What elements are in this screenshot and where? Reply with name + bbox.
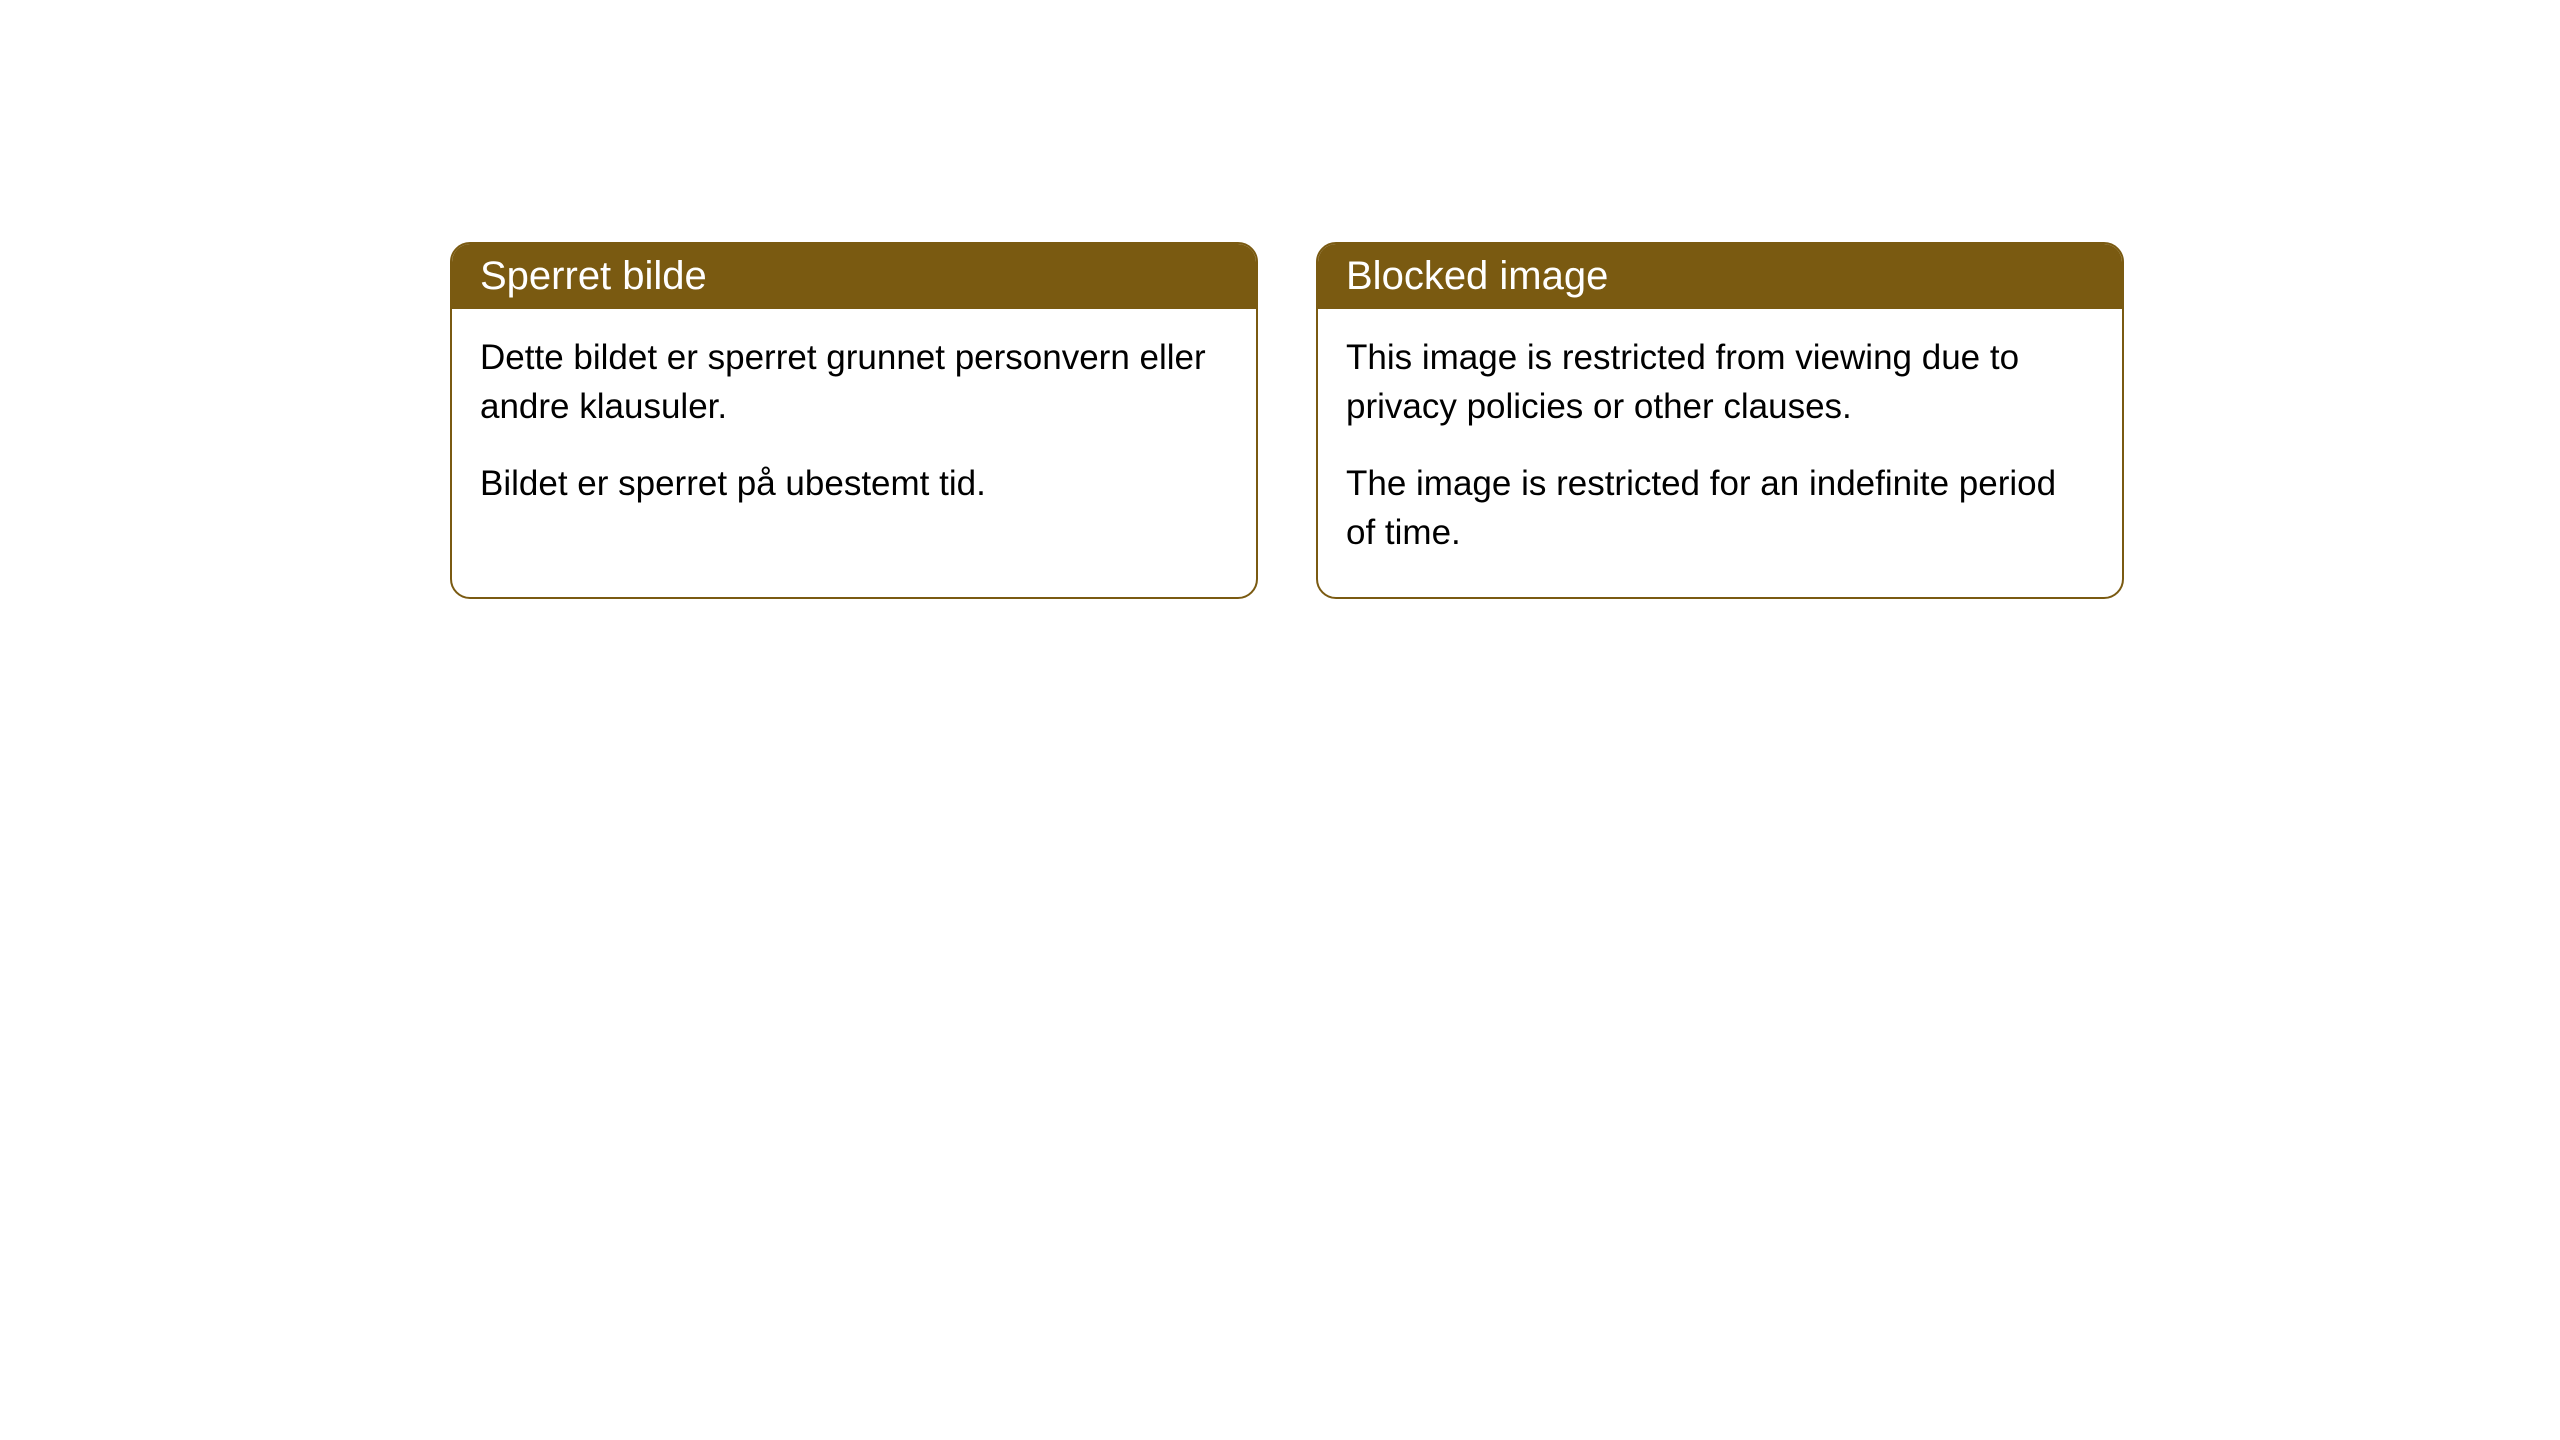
card-header: Sperret bilde — [452, 244, 1256, 309]
notice-card-norwegian: Sperret bilde Dette bildet er sperret gr… — [450, 242, 1258, 599]
card-header: Blocked image — [1318, 244, 2122, 309]
notice-container: Sperret bilde Dette bildet er sperret gr… — [450, 242, 2124, 599]
card-paragraph: The image is restricted for an indefinit… — [1346, 459, 2094, 557]
card-paragraph: Dette bildet er sperret grunnet personve… — [480, 333, 1228, 431]
card-body: Dette bildet er sperret grunnet personve… — [452, 309, 1256, 548]
card-body: This image is restricted from viewing du… — [1318, 309, 2122, 597]
card-paragraph: This image is restricted from viewing du… — [1346, 333, 2094, 431]
notice-card-english: Blocked image This image is restricted f… — [1316, 242, 2124, 599]
card-paragraph: Bildet er sperret på ubestemt tid. — [480, 459, 1228, 508]
